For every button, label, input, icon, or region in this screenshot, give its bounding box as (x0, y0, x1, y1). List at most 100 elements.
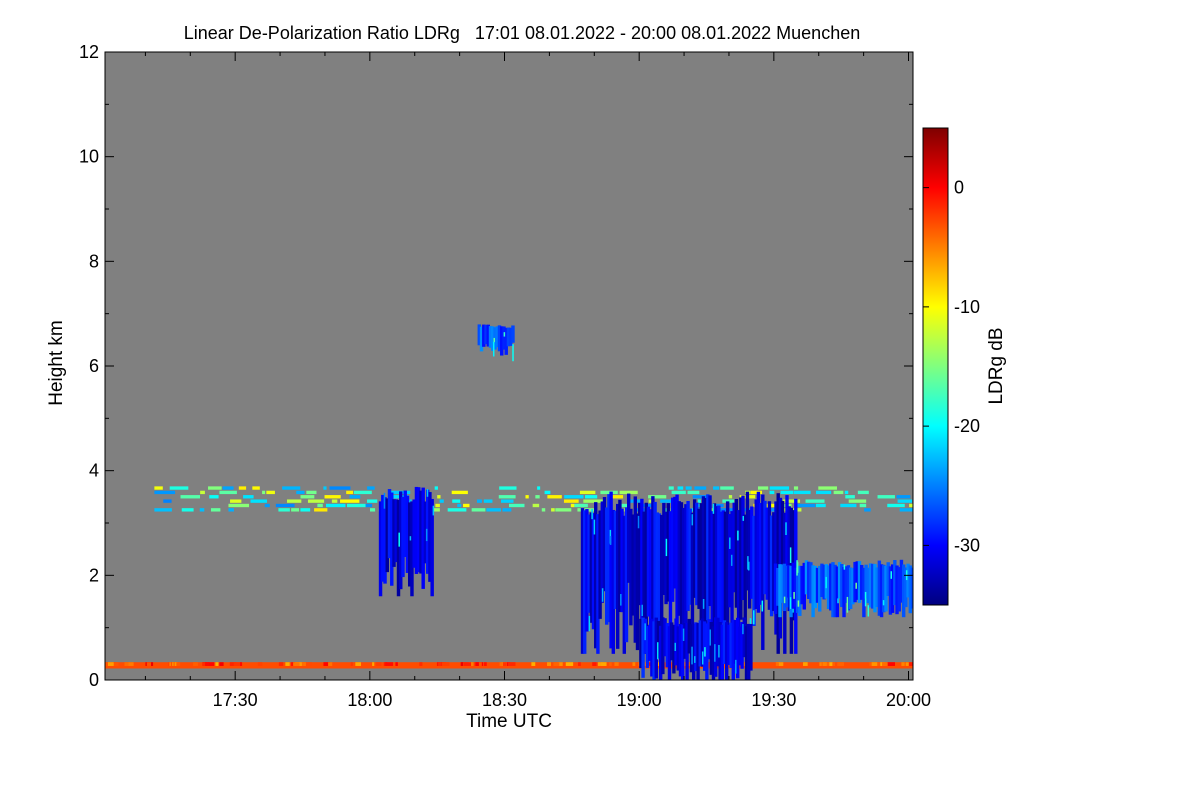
band-segment (845, 495, 855, 499)
surface-speck (219, 662, 224, 666)
band-segment (537, 486, 541, 490)
cloud-streak (705, 623, 709, 680)
band-segment (896, 495, 911, 499)
cloud-streak (647, 624, 652, 661)
cloud-streak (687, 618, 691, 654)
band-segment (250, 499, 268, 503)
cloud-streak (667, 626, 672, 680)
surface-speck (905, 662, 912, 666)
cloud-streak (787, 506, 791, 612)
cloud-highlight (735, 659, 737, 674)
cloud-streak (717, 505, 721, 651)
surface-speck (803, 662, 808, 666)
cloud-streak (789, 565, 793, 618)
band-segment (476, 499, 482, 503)
cloud-streak (684, 504, 688, 646)
cloud-streak (897, 567, 901, 612)
cloud-streak (656, 620, 661, 659)
band-segment (486, 508, 501, 512)
band-segment (367, 486, 375, 490)
cloud-streak (410, 501, 414, 597)
band-segment (300, 508, 311, 512)
cloud-streak (477, 324, 482, 346)
feature-surface-layer (105, 662, 913, 669)
band-segment (437, 495, 441, 499)
band-segment (324, 495, 341, 499)
cloud-highlight (704, 647, 706, 657)
surface-speck (376, 662, 382, 666)
cloud-streak (862, 567, 866, 618)
cloud-streak (690, 512, 695, 644)
cloud-streak (736, 510, 741, 654)
band-segment (671, 490, 686, 495)
cloud-streak (652, 621, 656, 680)
band-segment (525, 495, 529, 499)
band-segment (660, 499, 673, 503)
cloud-streak (732, 502, 736, 593)
surface-speck (632, 662, 636, 666)
surface-speck (832, 662, 836, 666)
band-segment (228, 503, 250, 508)
surface-speck (901, 662, 907, 666)
cloud-streak (800, 565, 804, 605)
band-segment (608, 495, 624, 499)
cloud-highlight (512, 344, 514, 362)
band-segment (909, 503, 913, 508)
cloud-streak (672, 624, 676, 674)
cloud-streak (701, 496, 706, 622)
band-segment (252, 486, 260, 490)
cloud-streak (401, 496, 405, 578)
cloud-streak (901, 564, 906, 618)
x-tick-label: 18:30 (482, 690, 527, 710)
cloud-highlight (712, 503, 715, 514)
band-segment (713, 486, 720, 490)
band-segment (346, 490, 354, 495)
cloud-streak (815, 567, 820, 603)
cloud-streak (879, 564, 884, 618)
cloud-streak (486, 324, 490, 347)
band-segment (287, 499, 302, 503)
cloud-streak (640, 498, 644, 646)
surface-speck (876, 662, 881, 666)
surface-speck (547, 662, 551, 666)
band-segment (434, 486, 438, 490)
cloud-streak (853, 561, 857, 603)
band-segment (583, 499, 604, 503)
cloud-streak (699, 503, 703, 626)
cloud-streak (750, 506, 754, 599)
cloud-streak (882, 564, 886, 613)
surface-speck (285, 662, 290, 666)
cloud-streak (729, 622, 733, 669)
surface-speck (838, 662, 845, 666)
feature-low-cloud-19-40-20-00 (773, 559, 913, 618)
y-tick-label: 2 (89, 565, 99, 585)
cloud-streak (665, 623, 669, 668)
cloud-streak (756, 491, 761, 613)
cloud-highlight (601, 588, 604, 602)
cloud-streak (696, 622, 700, 680)
cloud-streak (798, 565, 802, 616)
band-segment (471, 508, 486, 512)
surface-speck (609, 662, 612, 666)
cloud-streak (680, 624, 685, 680)
cloud-streak (399, 491, 403, 590)
cloud-streak (484, 324, 488, 345)
surface-speck (601, 662, 607, 666)
cloud-streak (772, 512, 776, 612)
cloud-streak (795, 567, 800, 613)
surface-speck (469, 662, 474, 666)
cloud-highlight (383, 492, 386, 509)
surface-speck (478, 662, 482, 666)
y-tick-label: 6 (89, 356, 99, 376)
band-segment (180, 495, 200, 499)
band-segment (547, 495, 562, 499)
x-tick-label: 18:00 (347, 690, 392, 710)
cloud-streak (491, 326, 495, 351)
cloud-streak (708, 495, 712, 607)
cloud-streak (620, 508, 624, 613)
cloud-streak (585, 509, 589, 632)
cloud-streak (728, 514, 732, 608)
x-tick-label: 19:30 (751, 690, 796, 710)
band-segment (323, 486, 327, 490)
surface-speck (278, 662, 284, 666)
